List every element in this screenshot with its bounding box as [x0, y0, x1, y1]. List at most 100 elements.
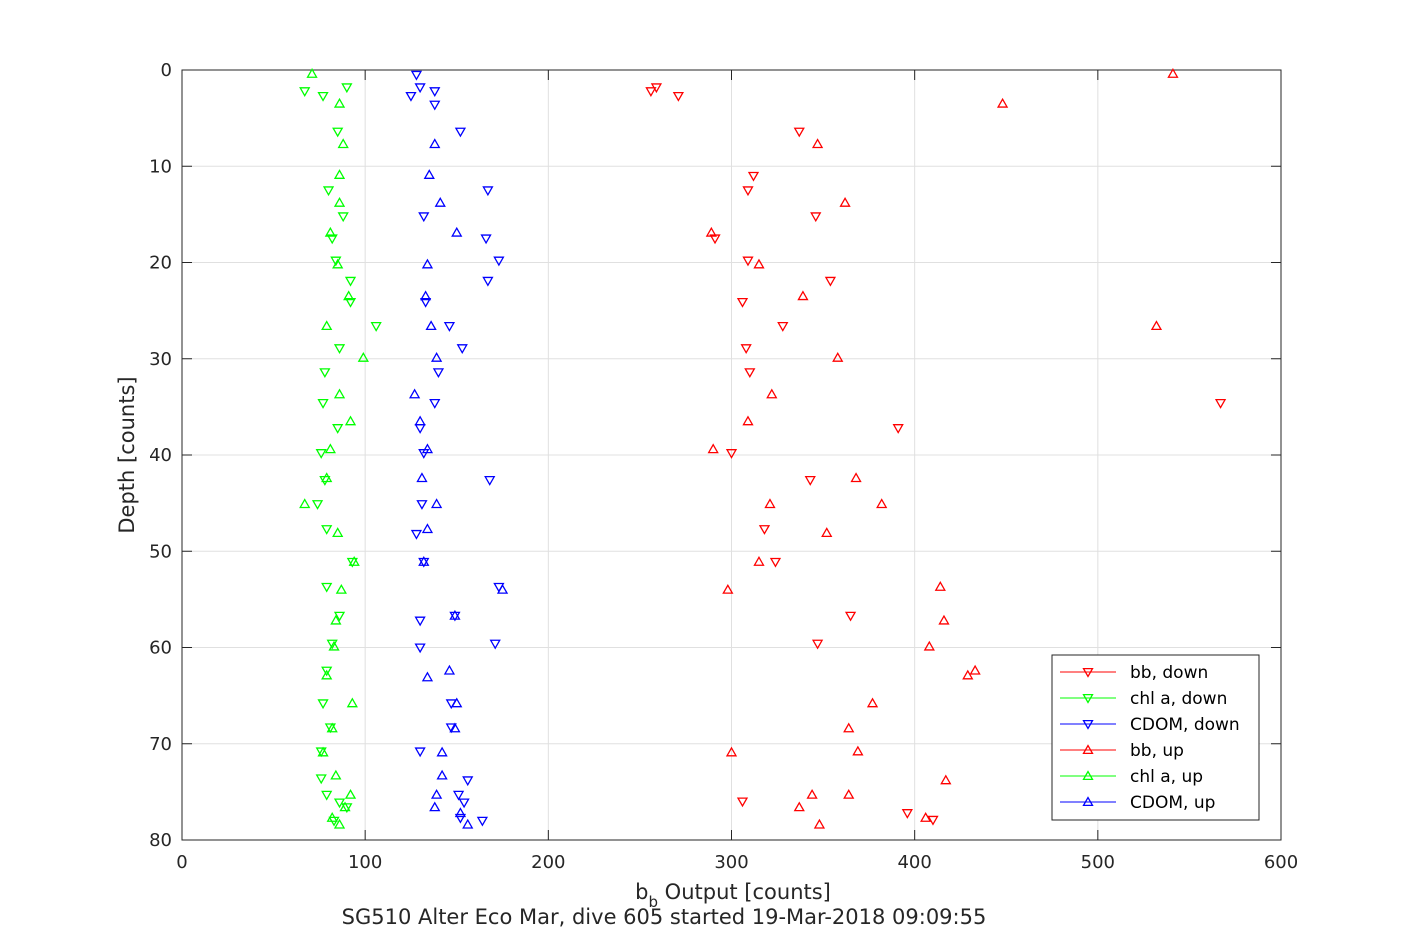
data-point	[482, 276, 494, 287]
data-point	[430, 351, 443, 362]
data-point	[480, 234, 492, 245]
data-markers	[299, 68, 1227, 829]
legend-marker	[1082, 796, 1094, 807]
data-point	[299, 87, 311, 97]
data-point	[1214, 398, 1227, 409]
data-point	[339, 801, 351, 812]
series-bb-down	[645, 83, 1227, 826]
data-point	[410, 529, 423, 540]
data-point	[326, 639, 338, 650]
data-point	[419, 290, 432, 301]
data-point	[328, 640, 340, 651]
data-point	[357, 351, 369, 362]
legend-marker	[1082, 770, 1094, 781]
series-bb-up	[705, 68, 1179, 829]
chart-title: SG510 Alter Eco Mar, dive 605 started 19…	[342, 905, 987, 929]
series-chl-a-down	[299, 83, 382, 827]
data-point	[333, 388, 346, 399]
y-tick-label: 50	[149, 541, 172, 562]
data-point	[462, 776, 474, 787]
data-point	[811, 138, 824, 149]
data-point	[315, 774, 327, 785]
data-point	[333, 344, 346, 354]
y-tick-label: 60	[149, 638, 172, 659]
data-point	[432, 368, 445, 379]
data-point	[813, 818, 826, 829]
data-point	[923, 640, 935, 651]
data-point	[421, 671, 434, 682]
legend-label: bb, up	[1130, 741, 1184, 761]
data-point	[333, 611, 346, 622]
y-tick-label: 80	[149, 830, 172, 851]
data-point	[330, 769, 342, 780]
data-point	[920, 812, 932, 822]
data-point	[458, 798, 470, 809]
data-point	[852, 745, 864, 756]
data-point	[962, 669, 974, 680]
data-point	[344, 297, 357, 308]
data-point	[421, 443, 434, 454]
data-point	[449, 722, 461, 733]
data-point	[672, 91, 685, 102]
data-point	[824, 276, 837, 287]
data-point	[496, 583, 509, 594]
data-point	[337, 212, 349, 223]
data-point	[341, 83, 353, 94]
data-point	[421, 523, 434, 534]
data-point	[326, 234, 338, 245]
data-point	[650, 83, 663, 94]
x-tick-label: 500	[1081, 852, 1115, 873]
data-point	[429, 138, 441, 149]
data-point	[866, 697, 879, 708]
series-cdom-up	[409, 138, 509, 829]
legend-label: bb, down	[1130, 663, 1208, 683]
legend-label: chl a, up	[1130, 767, 1203, 787]
data-point	[436, 746, 448, 757]
data-point	[797, 290, 809, 301]
data-point	[418, 212, 430, 223]
data-point	[343, 290, 355, 301]
x-tick-label: 600	[1264, 852, 1298, 873]
data-point	[324, 723, 336, 734]
data-point	[429, 398, 441, 409]
data-point	[821, 527, 833, 537]
data-point	[341, 803, 353, 814]
data-point	[484, 475, 496, 486]
data-point	[321, 666, 333, 677]
data-point	[934, 581, 946, 591]
legend-marker	[1082, 693, 1094, 704]
data-point	[434, 197, 446, 207]
data-point	[766, 388, 778, 399]
data-point	[443, 321, 456, 332]
data-point	[335, 583, 347, 594]
data-point	[317, 746, 329, 757]
data-point	[315, 747, 327, 758]
legend: bb, down chl a, down CDOM, down bb, up chl a…	[1051, 654, 1260, 821]
data-point	[742, 415, 754, 426]
data-point	[793, 127, 805, 138]
data-point	[333, 197, 346, 207]
series-chl-a-up	[299, 68, 369, 829]
data-point	[736, 297, 749, 308]
legend-label: CDOM, up	[1130, 793, 1215, 813]
y-tick-label: 40	[149, 445, 172, 466]
data-point	[324, 443, 336, 454]
data-point	[996, 97, 1009, 108]
x-axis: 0 100 200 300 400 500 600	[176, 70, 1298, 873]
data-point	[348, 556, 360, 566]
x-tick-label: 200	[531, 852, 565, 873]
data-point	[326, 812, 338, 822]
data-point	[482, 186, 494, 197]
y-tick-label: 10	[149, 156, 172, 177]
data-point	[333, 798, 346, 809]
data-point	[425, 320, 437, 331]
legend-label: chl a, down	[1130, 689, 1227, 709]
data-point	[1167, 68, 1179, 78]
data-point	[744, 368, 756, 379]
data-point	[337, 138, 349, 149]
data-point	[416, 472, 428, 483]
data-point	[806, 788, 818, 799]
y-tick-label: 0	[161, 60, 172, 81]
data-point	[843, 788, 855, 799]
data-point	[844, 611, 857, 622]
